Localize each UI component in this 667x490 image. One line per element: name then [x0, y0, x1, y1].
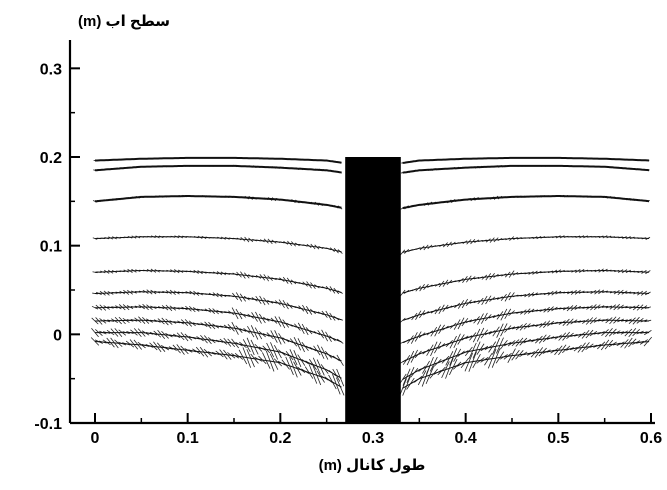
x-tick-label: 0.6: [640, 430, 662, 447]
water-surface-line: [94, 164, 342, 174]
water-surface-line: [95, 306, 342, 343]
water-surface-line: [402, 332, 650, 380]
velocity-vector: [399, 317, 406, 324]
obstacle-block: [345, 157, 401, 423]
water-surface-line: [402, 319, 650, 363]
water-surface-line: [94, 195, 342, 209]
vector-row: [92, 268, 651, 297]
water-surface-line: [402, 164, 650, 174]
y-tick-label: 0.3: [40, 61, 62, 78]
water-surface-line: [402, 195, 650, 210]
velocity-vector: [400, 249, 406, 256]
vector-row: [92, 194, 650, 210]
x-axis-title: طول کانال (m): [319, 457, 426, 474]
vector-row: [92, 289, 651, 324]
x-tick-label: 0: [91, 430, 100, 447]
vector-row: [90, 336, 653, 399]
vector-row: [91, 327, 652, 387]
water-surface-line: [95, 319, 342, 362]
vector-row: [91, 316, 652, 366]
y-tick-label: 0.2: [40, 150, 62, 167]
water-surface-line: [402, 306, 650, 343]
water-surface-line: [95, 291, 342, 321]
water-surface-line: [402, 270, 650, 294]
x-tick-label: 0.4: [455, 430, 477, 447]
water-surface-line: [94, 340, 342, 388]
x-tick-label: 0.5: [547, 430, 569, 447]
water-surface-line: [402, 236, 650, 253]
vector-row: [92, 235, 651, 256]
water-surface-line: [402, 341, 650, 389]
axes: -0.1 0 0.1 0.2 0.3 0 0.1 0.2 0.3 0.4 0.5 0.6: [34, 40, 662, 447]
velocity-vector-field: [90, 156, 653, 399]
y-tick-label: -0.1: [34, 416, 62, 433]
velocity-vector: [399, 289, 406, 297]
y-axis-title: سطح اب (m): [78, 13, 170, 30]
vector-row: [91, 303, 651, 345]
water-surface-line: [402, 156, 650, 164]
water-surface-line: [95, 156, 342, 164]
x-tick-label: 0.2: [269, 430, 291, 447]
water-surface-line: [94, 236, 342, 253]
x-tick-label: 0.3: [362, 430, 384, 447]
vector-row: [93, 164, 650, 174]
x-tick-label: 0.1: [177, 430, 199, 447]
water-surface-line: [402, 291, 650, 321]
y-tick-label: 0: [53, 327, 62, 344]
water-surface-line: [94, 270, 342, 293]
y-tick-label: 0.1: [40, 239, 62, 256]
vector-row: [93, 156, 650, 164]
water-surface-line: [95, 332, 342, 379]
